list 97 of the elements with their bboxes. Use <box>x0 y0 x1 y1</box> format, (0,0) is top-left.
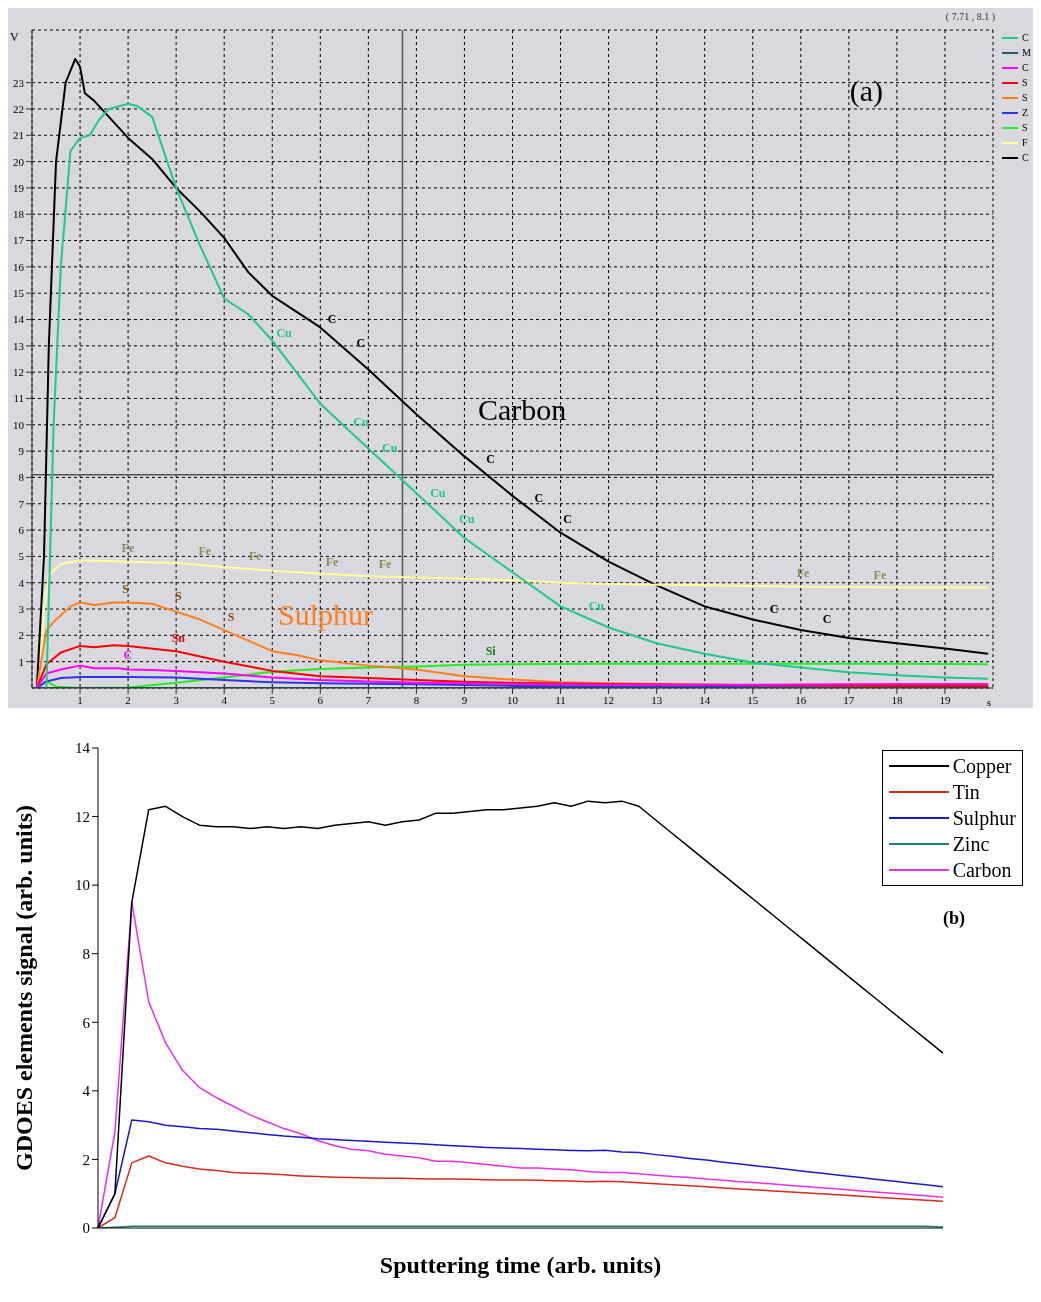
y-tick-label: 12 <box>13 366 24 379</box>
annotation: Cu <box>588 599 605 614</box>
legend-label: Carbon <box>952 858 1012 882</box>
y-tick-label: 16 <box>13 260 25 273</box>
x-tick-label: 18 <box>891 693 903 706</box>
annotation: Carbon <box>478 393 567 427</box>
annotation: Sn <box>171 630 186 645</box>
annotation: Cu <box>458 512 475 527</box>
annotation: S <box>122 582 130 597</box>
y-axis-title: GDOES elements signal (arb. units) <box>10 804 37 1172</box>
legend-label: M <box>1022 47 1031 58</box>
x-tick-label: 10 <box>507 693 519 706</box>
x-tick-label: 2 <box>125 693 131 706</box>
y-axis-title: V <box>10 29 19 44</box>
annotation: Cu <box>353 415 369 430</box>
x-tick-label: 12 <box>603 693 615 706</box>
annotation: C <box>486 451 496 466</box>
y-tick-label: 9 <box>18 445 25 458</box>
annotation: C <box>327 312 337 327</box>
y-tick-label: 5 <box>18 550 25 563</box>
x-tick-label: 19 <box>939 693 951 706</box>
annotation: Si <box>485 644 497 659</box>
legend-label: Zinc <box>952 832 990 856</box>
x-tick-label: 16 <box>795 693 807 706</box>
legend-label: C <box>1022 62 1029 73</box>
annotation: Cu <box>430 486 446 501</box>
annotation: C <box>822 612 832 627</box>
y-tick-label: 4 <box>82 1083 91 1100</box>
y-tick-label: 12 <box>75 808 90 825</box>
annotation: C <box>769 601 779 616</box>
y-tick-label: 6 <box>82 1014 91 1031</box>
y-tick-label: 22 <box>13 102 24 115</box>
y-tick-label: 13 <box>13 339 25 352</box>
legend-label: S <box>1022 77 1028 88</box>
annotation: Fe <box>121 541 135 556</box>
legend-label: S <box>1022 122 1028 133</box>
annotation: Fe <box>873 567 887 582</box>
annotation: (a) <box>849 74 883 108</box>
annotation: C <box>534 491 544 506</box>
x-tick-label: 14 <box>699 693 711 706</box>
x-tick-label: 4 <box>221 693 228 706</box>
y-tick-label: 3 <box>18 602 25 615</box>
x-tick-label: 15 <box>747 693 759 706</box>
y-tick-label: 0 <box>82 1220 90 1237</box>
x-tick-label: 6 <box>317 693 324 706</box>
y-tick-label: 19 <box>13 181 25 194</box>
y-tick-label: 23 <box>13 76 25 89</box>
legend-label: Z <box>1022 107 1029 118</box>
annotation: Cu <box>276 325 293 340</box>
annotation: Fe <box>796 566 810 581</box>
legend-label: S <box>1022 92 1028 103</box>
y-tick-label: 10 <box>75 877 90 894</box>
annotation: S <box>227 609 235 624</box>
annotation: S <box>175 588 182 603</box>
x-axis-title: s <box>986 696 991 708</box>
x-tick-label: 5 <box>269 693 276 706</box>
y-tick-label: 2 <box>18 629 24 642</box>
x-axis-title: Sputtering time (arb. units) <box>379 1252 662 1278</box>
annotation: C <box>123 648 133 663</box>
x-tick-label: 17 <box>843 693 855 706</box>
x-tick-label: 8 <box>413 693 420 706</box>
text: ( 7.71 , 8.1 ) <box>945 11 995 22</box>
x-tick-label: 13 <box>651 693 663 706</box>
annotation: Cu <box>382 441 398 456</box>
annotation: Fe <box>378 557 392 572</box>
legend-label: Copper <box>952 754 1012 778</box>
legend-label: C <box>1022 32 1029 43</box>
y-tick-label: 17 <box>13 234 25 247</box>
annotation: Fe <box>198 544 212 559</box>
legend-label: Tin <box>952 780 980 804</box>
annotation: Sulphur <box>278 598 374 632</box>
legend-label: F <box>1022 137 1028 148</box>
annotation: (b) <box>943 908 965 929</box>
annotation: Fe <box>325 554 340 569</box>
y-tick-label: 21 <box>13 129 24 142</box>
y-tick-label: 8 <box>82 946 90 963</box>
annotation: C <box>563 512 572 527</box>
y-tick-label: 4 <box>18 576 25 589</box>
x-tick-label: 11 <box>555 693 566 706</box>
x-tick-label: 7 <box>365 693 372 706</box>
y-tick-label: 20 <box>13 155 25 168</box>
y-tick-label: 10 <box>13 418 25 431</box>
legend-label: Sulphur <box>952 806 1016 830</box>
y-tick-label: 2 <box>82 1151 90 1168</box>
legend-label: C <box>1022 152 1029 163</box>
y-tick-label: 18 <box>13 208 25 221</box>
annotation: Fe <box>248 549 263 564</box>
y-tick-label: 15 <box>13 287 25 300</box>
y-tick-label: 8 <box>18 471 25 484</box>
y-tick-label: 1 <box>18 655 24 668</box>
y-tick-label: 7 <box>18 497 25 510</box>
y-tick-label: 6 <box>18 523 25 536</box>
y-tick-label: 14 <box>75 740 91 757</box>
y-tick-label: 11 <box>13 392 24 405</box>
y-tick-label: 14 <box>13 313 25 326</box>
x-tick-label: 9 <box>461 693 468 706</box>
x-tick-label: 3 <box>173 693 180 706</box>
